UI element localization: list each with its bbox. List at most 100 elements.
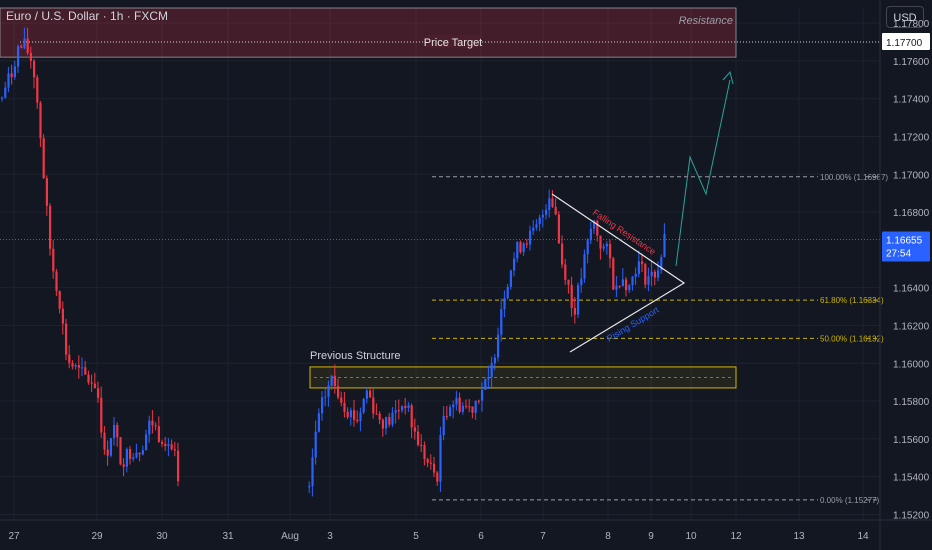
candle-body: [49, 205, 52, 249]
price-tick-label: 1.17800: [893, 19, 930, 30]
candle-body: [356, 419, 359, 422]
candle-body: [337, 386, 340, 398]
candle-body: [29, 52, 32, 61]
candle-body: [308, 486, 311, 488]
candle-body: [327, 385, 330, 397]
candle-body: [586, 240, 589, 255]
candle-body: [1, 97, 4, 99]
candle-body: [532, 227, 535, 231]
candle-body: [602, 246, 605, 249]
candle-body: [100, 397, 103, 433]
candle-body: [538, 217, 541, 225]
candle-body: [20, 46, 23, 48]
candle-body: [484, 379, 487, 390]
candle-body: [609, 243, 612, 259]
candle-body: [404, 406, 407, 408]
price-tick-label: 1.16200: [893, 321, 930, 332]
resistance-zone: [0, 7, 737, 58]
candle-body: [631, 276, 634, 286]
candle-body: [74, 365, 77, 367]
current-price-value: 1.16655: [886, 235, 923, 246]
candle-body: [333, 375, 336, 387]
candle-body: [161, 441, 164, 444]
candle-body: [439, 435, 442, 482]
candle-body: [58, 291, 61, 309]
candle-body: [125, 449, 128, 467]
candle-body: [468, 406, 471, 408]
candle-body: [394, 410, 397, 413]
time-tick-label: Aug: [281, 531, 299, 542]
price-target-label: Price Target: [424, 37, 483, 49]
price-tick-label: 1.15200: [893, 510, 930, 521]
candle-body: [397, 410, 400, 412]
candle-body: [129, 449, 132, 459]
candle-body: [349, 410, 352, 418]
candle-body: [52, 248, 55, 272]
candle-layer: [1, 27, 666, 497]
candle-body: [90, 382, 93, 384]
candle-body: [385, 417, 388, 429]
price-tick-label: 1.17000: [893, 170, 930, 181]
current-price-badge: [882, 231, 930, 262]
candle-body: [545, 209, 548, 215]
candle-body: [637, 261, 640, 274]
candle-body: [372, 397, 375, 414]
candle-body: [589, 228, 592, 241]
candle-body: [164, 443, 167, 447]
candle-body: [628, 285, 631, 291]
price-tick-label: 1.16400: [893, 284, 930, 295]
time-axis: 27 29 30 31 Aug 3 5 6 7 8 9 10 12 13 14: [0, 519, 932, 542]
candle-body: [433, 463, 436, 473]
time-tick-label: 10: [685, 531, 697, 542]
candle-body: [4, 87, 7, 98]
candle-body: [362, 398, 365, 413]
candle-body: [417, 431, 420, 446]
candle-body: [458, 397, 461, 412]
candle-body: [71, 363, 74, 367]
time-tick-label: 13: [793, 531, 805, 542]
candle-body: [567, 279, 570, 285]
currency-button[interactable]: USD: [886, 6, 924, 28]
time-tick-label: 12: [730, 531, 742, 542]
candle-body: [490, 363, 493, 377]
candle-body: [10, 73, 13, 78]
candle-body: [561, 243, 564, 265]
candle-body: [420, 445, 423, 447]
candle-body: [321, 397, 324, 414]
candle-body: [452, 404, 455, 408]
projection-arrowhead: [722, 70, 734, 85]
candle-body: [138, 452, 141, 455]
time-tick-label: 27: [8, 531, 20, 542]
candle-body: [548, 198, 551, 210]
candle-body: [599, 235, 602, 249]
time-tick-label: 31: [222, 531, 234, 542]
time-tick-label: 6: [478, 531, 484, 542]
time-tick-label: 7: [540, 531, 546, 542]
candle-body: [525, 243, 528, 245]
candle-body: [497, 334, 500, 358]
candle-body: [42, 138, 45, 179]
candle-body: [612, 258, 615, 290]
candle-body: [13, 66, 16, 78]
candle-body: [634, 273, 637, 277]
candle-body: [449, 407, 452, 417]
time-tick-label: 9: [648, 531, 654, 542]
time-tick-label: 8: [605, 531, 611, 542]
symbol-title: Euro / U.S. Dollar · 1h · FXCM: [6, 9, 169, 23]
candle-body: [477, 400, 480, 402]
candle-body: [132, 457, 135, 459]
candle-body: [570, 284, 573, 308]
structure-zone: [309, 366, 737, 389]
candle-body: [618, 285, 621, 287]
candle-body: [653, 271, 656, 278]
candle-body: [375, 413, 378, 415]
zone-layer: Resistance Price Target Previous Structure…: [0, 7, 888, 505]
candle-body: [391, 412, 394, 425]
candle-body: [513, 258, 516, 271]
price-tick-label: 1.15800: [893, 397, 930, 408]
candle-body: [93, 383, 96, 389]
candle-body: [436, 472, 439, 482]
candle-body: [509, 270, 512, 287]
